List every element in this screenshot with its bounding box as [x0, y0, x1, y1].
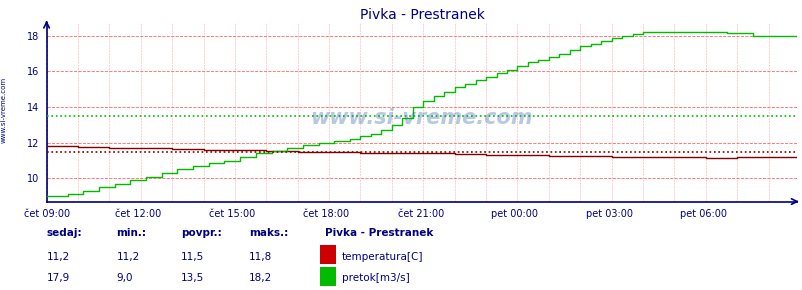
Text: 13,5: 13,5 [180, 273, 204, 283]
Text: povpr.:: povpr.: [180, 229, 221, 238]
Text: www.si-vreme.com: www.si-vreme.com [1, 77, 7, 143]
Text: maks.:: maks.: [249, 229, 288, 238]
Text: www.si-vreme.com: www.si-vreme.com [310, 108, 533, 128]
Text: pretok[m3/s]: pretok[m3/s] [342, 273, 409, 283]
Text: 11,2: 11,2 [116, 252, 140, 262]
Text: 9,0: 9,0 [116, 273, 133, 283]
Text: 18,2: 18,2 [249, 273, 272, 283]
Text: 11,8: 11,8 [249, 252, 272, 262]
Title: Pivka - Prestranek: Pivka - Prestranek [359, 8, 484, 22]
Text: 17,9: 17,9 [47, 273, 70, 283]
Text: temperatura[C]: temperatura[C] [342, 252, 423, 262]
Text: min.:: min.: [116, 229, 146, 238]
Text: sedaj:: sedaj: [47, 229, 82, 238]
Text: Pivka - Prestranek: Pivka - Prestranek [325, 229, 433, 238]
Text: 11,5: 11,5 [180, 252, 204, 262]
Text: 11,2: 11,2 [47, 252, 70, 262]
